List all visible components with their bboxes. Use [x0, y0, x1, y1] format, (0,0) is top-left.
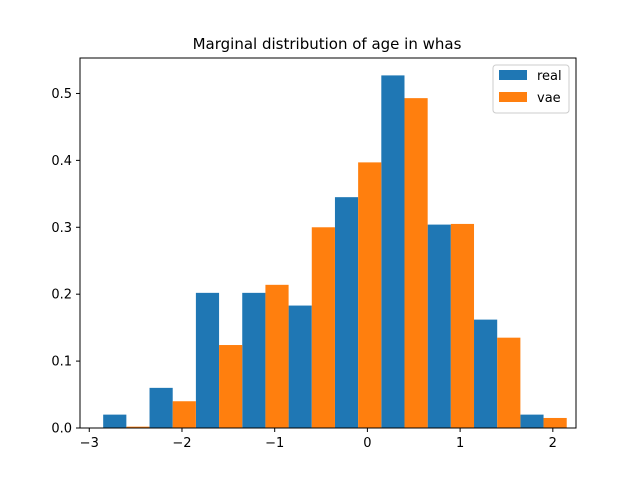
bar-real-7: [427, 224, 451, 428]
y-tick-label: 0.5: [51, 87, 72, 102]
x-tick-label: 2: [549, 436, 557, 451]
chart-title: Marginal distribution of age in whas: [193, 35, 462, 53]
y-tick-label: 0.4: [51, 154, 72, 169]
bar-real-5: [334, 197, 359, 428]
bar-real-0: [103, 414, 127, 428]
x-axis: −3 −2 −1 0 1 2: [80, 428, 557, 451]
legend-label-vae: vae: [537, 91, 561, 106]
bar-real-8: [474, 319, 498, 428]
axes-frame: [79, 57, 577, 429]
bar-vae-7: [450, 223, 475, 428]
bar-vae-1: [172, 401, 196, 428]
bar-real-2: [195, 292, 220, 428]
y-tick-label: 0.0: [51, 422, 72, 437]
bar-real-6: [381, 75, 405, 429]
legend-label-real: real: [537, 69, 562, 84]
bar-vae-9: [543, 417, 567, 428]
bar-vae-4: [311, 227, 335, 428]
bar-real-3: [242, 292, 266, 428]
legend-swatch-real: [499, 70, 527, 80]
x-tick-label: −2: [172, 436, 191, 451]
x-tick-label: 0: [363, 436, 371, 451]
bar-vae-2: [219, 345, 243, 428]
x-tick-label: −3: [80, 436, 99, 451]
y-tick-label: 0.2: [51, 288, 72, 303]
legend: real vae: [492, 64, 570, 114]
bars-group: [103, 75, 567, 429]
y-axis: 0.0 0.1 0.2 0.3 0.4 0.5: [51, 87, 80, 437]
legend-swatch-vae: [499, 92, 527, 102]
x-tick-label: 1: [456, 436, 464, 451]
bar-vae-5: [358, 162, 382, 428]
bar-vae-0: [126, 426, 150, 428]
bar-vae-6: [404, 98, 428, 428]
y-tick-label: 0.1: [51, 355, 72, 370]
bar-real-4: [288, 305, 312, 428]
y-tick-label: 0.3: [51, 221, 72, 236]
bar-vae-3: [265, 284, 289, 428]
bar-real-9: [520, 414, 544, 428]
bar-vae-8: [497, 337, 521, 428]
bar-real-1: [149, 387, 173, 428]
x-tick-label: −1: [265, 436, 284, 451]
